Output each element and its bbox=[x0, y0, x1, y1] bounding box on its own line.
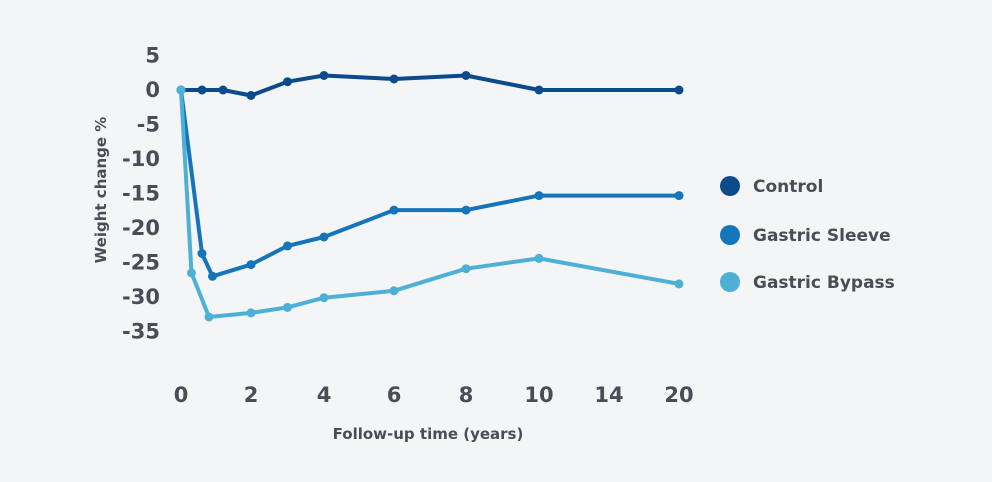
legend-label-gastric-sleeve: Gastric Sleeve bbox=[753, 226, 891, 246]
data-point-control bbox=[197, 85, 207, 95]
legend-label-control: Control bbox=[753, 177, 823, 197]
legend-marker-control bbox=[720, 176, 740, 196]
x-tick-label: 2 bbox=[244, 383, 259, 407]
data-point-gastric-sleeve bbox=[246, 260, 256, 270]
y-axis-label: Weight change % bbox=[92, 117, 110, 264]
series-line-control bbox=[179, 73, 681, 98]
y-tick-label: -5 bbox=[137, 113, 160, 137]
data-point-gastric-sleeve bbox=[197, 249, 207, 258]
legend-label-gastric-bypass: Gastric Bypass bbox=[753, 273, 895, 293]
data-point-gastric-sleeve bbox=[389, 205, 399, 215]
data-point-control bbox=[674, 85, 684, 95]
x-tick-label: 10 bbox=[524, 383, 553, 407]
data-point-gastric-bypass bbox=[674, 279, 684, 289]
data-point-control bbox=[319, 71, 329, 80]
data-point-gastric-sleeve bbox=[319, 232, 329, 242]
y-tick-label: -30 bbox=[122, 285, 160, 309]
x-tick-label: 0 bbox=[174, 383, 189, 407]
data-point-gastric-bypass bbox=[534, 253, 544, 263]
data-point-control bbox=[461, 71, 471, 80]
x-tick-label: 4 bbox=[317, 383, 332, 407]
x-tick-label: 6 bbox=[387, 383, 402, 407]
legend-item-control: Control bbox=[720, 176, 823, 197]
data-point-control bbox=[534, 85, 544, 95]
y-tick-label: -25 bbox=[122, 251, 160, 275]
y-tick-label: 0 bbox=[145, 78, 160, 102]
data-point-gastric-sleeve bbox=[674, 191, 684, 201]
series-lines bbox=[179, 73, 681, 319]
legend: Control Gastric Sleeve Gastric Bypass bbox=[720, 176, 895, 293]
x-axis-ticks: 0 2 4 6 8 10 14 20 bbox=[174, 383, 694, 407]
y-axis-ticks: 5 0 -5 -10 -15 -20 -25 -30 -35 bbox=[122, 44, 160, 344]
y-tick-label: 5 bbox=[145, 44, 160, 68]
y-tick-label: -35 bbox=[122, 320, 160, 344]
y-tick-label: -20 bbox=[122, 216, 160, 240]
data-point-gastric-bypass bbox=[204, 312, 214, 322]
data-point-gastric-bypass bbox=[187, 268, 196, 278]
data-point-control bbox=[389, 74, 399, 84]
data-point-gastric-bypass bbox=[389, 286, 399, 296]
data-point-gastric-bypass bbox=[461, 264, 471, 274]
legend-marker-gastric-sleeve bbox=[720, 225, 740, 245]
legend-item-gastric-bypass: Gastric Bypass bbox=[720, 272, 895, 293]
legend-item-gastric-sleeve: Gastric Sleeve bbox=[720, 225, 891, 246]
series-line-gastric-sleeve bbox=[179, 88, 681, 279]
data-point-gastric-bypass bbox=[283, 302, 292, 312]
x-tick-label: 8 bbox=[459, 383, 474, 407]
legend-marker-gastric-bypass bbox=[720, 272, 740, 292]
y-tick-label: -10 bbox=[122, 147, 160, 171]
data-point-gastric-sleeve bbox=[283, 241, 292, 251]
data-point-control bbox=[283, 77, 292, 87]
data-point-gastric-sleeve bbox=[461, 205, 471, 215]
data-point-gastric-sleeve bbox=[534, 191, 544, 201]
data-point-control bbox=[246, 91, 256, 100]
series-points bbox=[176, 71, 684, 322]
data-point-gastric-bypass bbox=[319, 293, 329, 303]
x-tick-label: 14 bbox=[594, 383, 623, 407]
x-axis-label: Follow-up time (years) bbox=[333, 425, 524, 443]
y-tick-label: -15 bbox=[122, 182, 160, 206]
data-point-control bbox=[218, 85, 228, 95]
data-point-gastric-bypass bbox=[176, 85, 186, 95]
series-line-gastric-bypass bbox=[179, 88, 681, 319]
data-point-gastric-sleeve bbox=[208, 271, 217, 281]
data-point-gastric-bypass bbox=[246, 308, 256, 318]
x-tick-label: 20 bbox=[664, 383, 693, 407]
